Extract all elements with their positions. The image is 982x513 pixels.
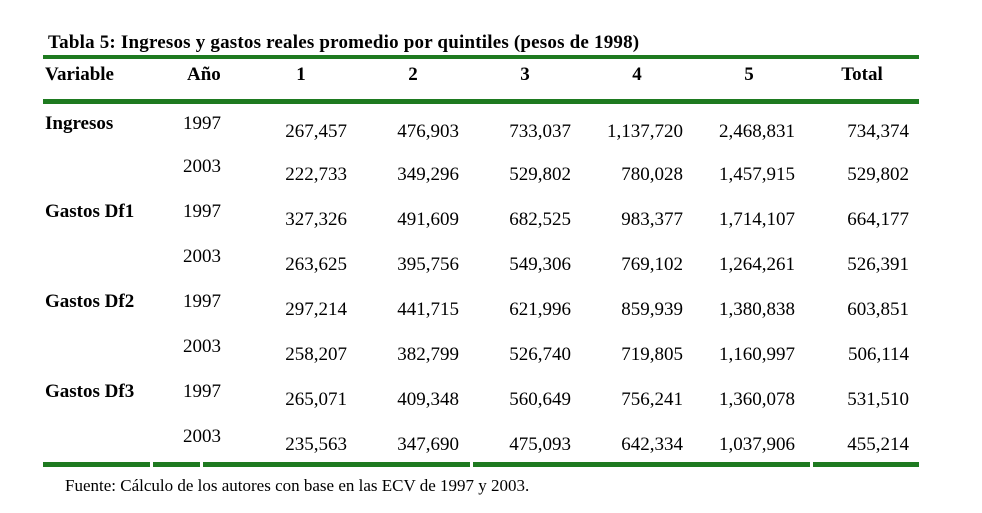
year-cell: 2003 (183, 335, 221, 357)
year-cell: 2003 (183, 425, 221, 447)
column-header-quintile-1: 1 (245, 59, 357, 104)
value-cell-q1: 235,563 (285, 433, 347, 455)
source-note: Fuente: Cálculo de los autores con base … (65, 475, 530, 495)
value-cell-q5: 1,457,915 (719, 163, 795, 185)
value-cell-q3: 560,649 (509, 388, 571, 410)
bottom-rule (43, 461, 919, 467)
value-cell-q5: 2,468,831 (719, 121, 795, 142)
value-cell-q3: 549,306 (509, 253, 571, 275)
value-cell-q2: 476,903 (397, 121, 459, 142)
variable-cell (43, 237, 165, 282)
value-cell-q3: 529,802 (509, 163, 571, 185)
column-header-quintile-3: 3 (469, 59, 581, 104)
rule-gap (200, 461, 203, 467)
value-cell-q4: 859,939 (621, 298, 683, 320)
value-cell-q3: 621,996 (509, 298, 571, 320)
title-rule (43, 55, 919, 59)
table-block: Tabla 5: Ingresos y gastos reales promed… (43, 33, 919, 496)
table-row: Gastos Df1 1997 327,326 491,609 682,525 983,3… (43, 192, 919, 237)
value-cell-q3: 526,740 (509, 343, 571, 365)
value-cell-q-total: 529,802 (847, 163, 909, 185)
value-cell-q2: 441,715 (397, 298, 459, 320)
value-cell-q3: 733,037 (509, 121, 571, 142)
year-cell: 2003 (183, 155, 221, 177)
header-row: Variable Año 1 2 3 4 5 Total (43, 59, 919, 104)
value-cell-q2: 491,609 (397, 208, 459, 230)
value-cell-q4: 983,377 (621, 208, 683, 230)
variable-cell (43, 417, 165, 462)
value-cell-q3: 475,093 (509, 433, 571, 455)
table-row: 2003 263,625 395,756 549,306 769,102 1,264,26… (43, 237, 919, 282)
column-header-year: Año (165, 59, 245, 104)
variable-cell (43, 147, 165, 192)
table-header: Variable Año 1 2 3 4 5 Total (43, 59, 919, 104)
table-row: 2003 222,733 349,296 529,802 780,028 1,457,91… (43, 147, 919, 192)
value-cell-q-total: 526,391 (847, 253, 909, 275)
table-row: 2003 235,563 347,690 475,093 642,334 1,037,90… (43, 417, 919, 462)
column-header-quintile-5: 5 (693, 59, 805, 104)
value-cell-q1: 265,071 (285, 388, 347, 410)
value-cell-q2: 349,296 (397, 163, 459, 185)
rule-gap (150, 461, 153, 467)
variable-cell: Gastos Df1 (45, 200, 135, 222)
value-cell-q-total: 531,510 (847, 388, 909, 410)
rule-gap (810, 461, 813, 467)
table-title: Tabla 5: Ingresos y gastos reales promed… (48, 32, 640, 53)
value-cell-q2: 395,756 (397, 253, 459, 275)
table-row: Gastos Df3 1997 265,071 409,348 560,649 756,2… (43, 372, 919, 417)
value-cell-q4: 719,805 (621, 343, 683, 365)
value-cell-q2: 409,348 (397, 388, 459, 410)
value-cell-q5: 1,037,906 (719, 433, 795, 455)
variable-cell (43, 327, 165, 372)
value-cell-q5: 1,714,107 (719, 208, 795, 230)
year-cell: 1997 (183, 380, 221, 402)
value-cell-q-total: 455,214 (847, 433, 909, 455)
value-cell-q5: 1,380,838 (719, 298, 795, 320)
table-row: Gastos Df2 1997 297,214 441,715 621,996 859,9… (43, 282, 919, 327)
column-header-total: Total (805, 59, 919, 104)
value-cell-q2: 382,799 (397, 343, 459, 365)
variable-cell: Gastos Df2 (45, 290, 135, 312)
value-cell-q4: 642,334 (621, 433, 683, 455)
variable-cell: Gastos Df3 (45, 380, 135, 402)
column-header-variable: Variable (43, 59, 165, 104)
value-cell-q4: 756,241 (621, 388, 683, 410)
year-cell: 1997 (183, 200, 221, 222)
table-row: Ingresos 1997 267,457 476,903 733,037 1,137,7… (43, 102, 919, 147)
value-cell-q1: 267,457 (285, 121, 347, 142)
value-cell-q4: 780,028 (621, 163, 683, 185)
value-cell-q-total: 603,851 (847, 298, 909, 320)
value-cell-q4: 1,137,720 (607, 121, 683, 142)
value-cell-q-total: 664,177 (847, 208, 909, 230)
value-cell-q1: 222,733 (285, 163, 347, 185)
value-cell-q1: 263,625 (285, 253, 347, 275)
value-cell-q-total: 506,114 (847, 343, 909, 365)
value-cell-q5: 1,160,997 (719, 343, 795, 365)
value-cell-q3: 682,525 (509, 208, 571, 230)
table-row: 2003 258,207 382,799 526,740 719,805 1,160,99… (43, 327, 919, 372)
value-cell-q5: 1,360,078 (719, 388, 795, 410)
rule-gap (470, 461, 473, 467)
value-cell-q1: 327,326 (285, 208, 347, 230)
value-cell-q1: 297,214 (285, 298, 347, 320)
value-cell-q1: 258,207 (285, 343, 347, 365)
table-body: Ingresos 1997 267,457 476,903 733,037 1,137,7… (43, 102, 919, 462)
value-cell-q-total: 734,374 (847, 121, 909, 142)
year-cell: 2003 (183, 245, 221, 267)
value-cell-q2: 347,690 (397, 433, 459, 455)
column-header-quintile-4: 4 (581, 59, 693, 104)
year-cell: 1997 (183, 113, 221, 134)
variable-cell: Ingresos (45, 113, 114, 134)
year-cell: 1997 (183, 290, 221, 312)
value-cell-q4: 769,102 (621, 253, 683, 275)
value-cell-q5: 1,264,261 (719, 253, 795, 275)
quintiles-table: Variable Año 1 2 3 4 5 Total Ingresos 199… (43, 59, 919, 462)
column-header-quintile-2: 2 (357, 59, 469, 104)
